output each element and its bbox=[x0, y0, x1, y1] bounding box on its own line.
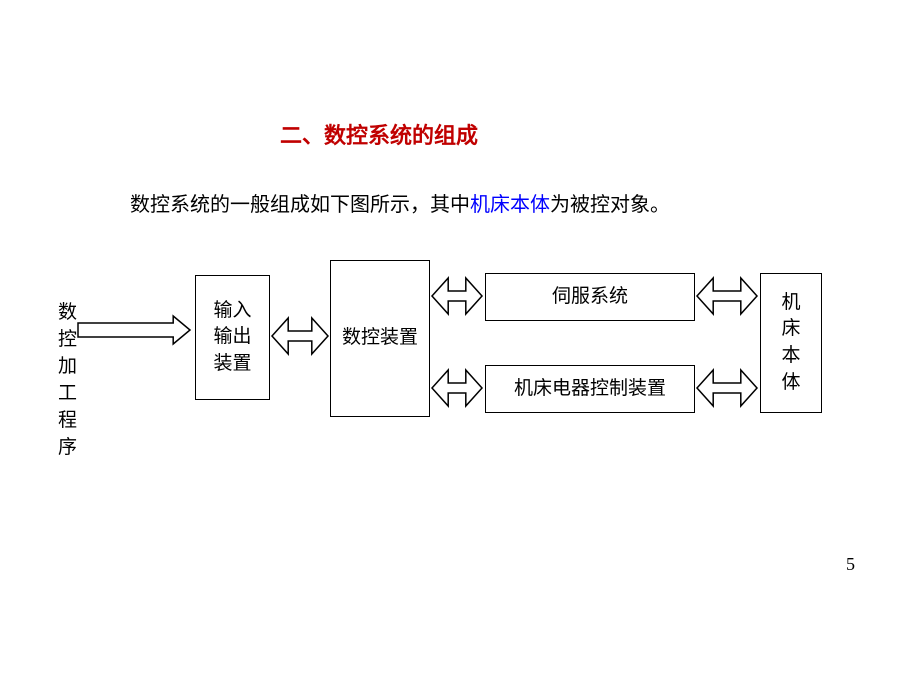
description: 数控系统的一般组成如下图所示，其中机床本体为被控对象。 bbox=[130, 188, 670, 217]
machine-body-box: 机 床 本 体 bbox=[760, 273, 822, 413]
electrical-control-box: 机床电器控制装置 bbox=[485, 365, 695, 413]
arrow-nc-elec bbox=[432, 370, 482, 406]
arrow-io-nc bbox=[272, 318, 328, 354]
arrow-elec-machine bbox=[697, 370, 757, 406]
nc-unit-box: 数控装置 bbox=[330, 260, 430, 417]
arrow-nc-servo bbox=[432, 278, 482, 314]
servo-system-box: 伺服系统 bbox=[485, 273, 695, 321]
desc-prefix: 数控系统的一般组成如下图所示，其中 bbox=[130, 194, 470, 216]
io-device-box: 输入 输出 装置 bbox=[195, 275, 270, 400]
arrow-input bbox=[78, 316, 190, 344]
section-title: 二、数控系统的组成 bbox=[280, 118, 478, 150]
desc-highlight: 机床本体 bbox=[470, 194, 550, 216]
arrow-servo-machine bbox=[697, 278, 757, 314]
page-number: 5 bbox=[846, 554, 855, 575]
input-program-label: 数控加工程序 bbox=[58, 297, 77, 459]
desc-suffix: 为被控对象。 bbox=[550, 194, 670, 216]
